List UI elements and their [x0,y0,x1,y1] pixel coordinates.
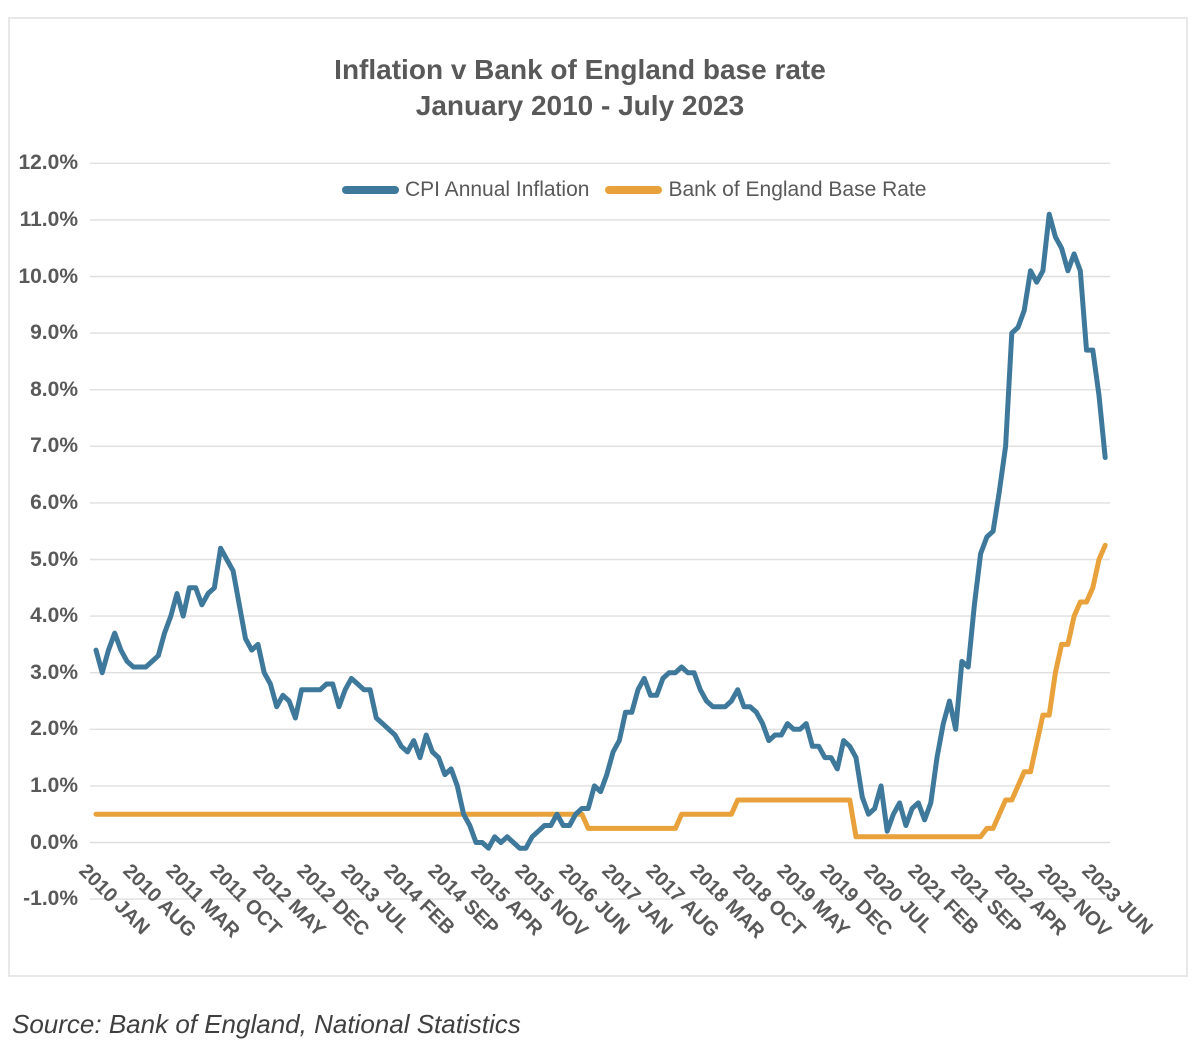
y-axis-tick-label: 5.0% [30,547,78,571]
legend-item-cpi: CPI Annual Inflation [342,177,589,203]
y-axis-tick-label: 10.0% [18,264,78,288]
y-axis-tick-label: -1.0% [23,887,78,911]
source-note: Source: Bank of England, National Statis… [12,1009,521,1039]
y-axis-tick-label: 8.0% [30,377,78,401]
y-axis-tick-label: 6.0% [30,490,78,514]
legend-label-cpi: CPI Annual Inflation [405,178,590,201]
series-line-cpi [93,211,1108,851]
y-axis-tick-label: 9.0% [30,321,78,345]
legend-swatch-cpi [342,186,399,194]
y-axis-tick-label: 12.0% [18,151,78,175]
chart-legend: CPI Annual Inflation Bank of England Bas… [342,177,926,203]
y-axis-tick-label: 11.0% [19,207,78,231]
y-axis-tick-label: 1.0% [30,773,78,797]
chart-border-box [8,17,1188,977]
legend-swatch-base-rate [605,186,663,194]
chart-title-line1: Inflation v Bank of England base rate [334,54,826,85]
y-axis-tick-label: 4.0% [30,604,78,628]
legend-item-base-rate: Bank of England Base Rate [605,177,926,203]
y-axis-tick-label: 7.0% [30,434,78,458]
series-line-base-rate [93,542,1108,840]
y-axis-tick-label: 2.0% [30,717,78,741]
chart-title-line2: January 2010 - July 2023 [415,90,745,121]
chart-title: Inflation v Bank of England base rate Ja… [0,52,1160,124]
y-axis-tick-label: 0.0% [30,830,78,854]
legend-label-base-rate: Bank of England Base Rate [668,178,927,201]
y-axis-tick-label: 3.0% [30,660,78,684]
